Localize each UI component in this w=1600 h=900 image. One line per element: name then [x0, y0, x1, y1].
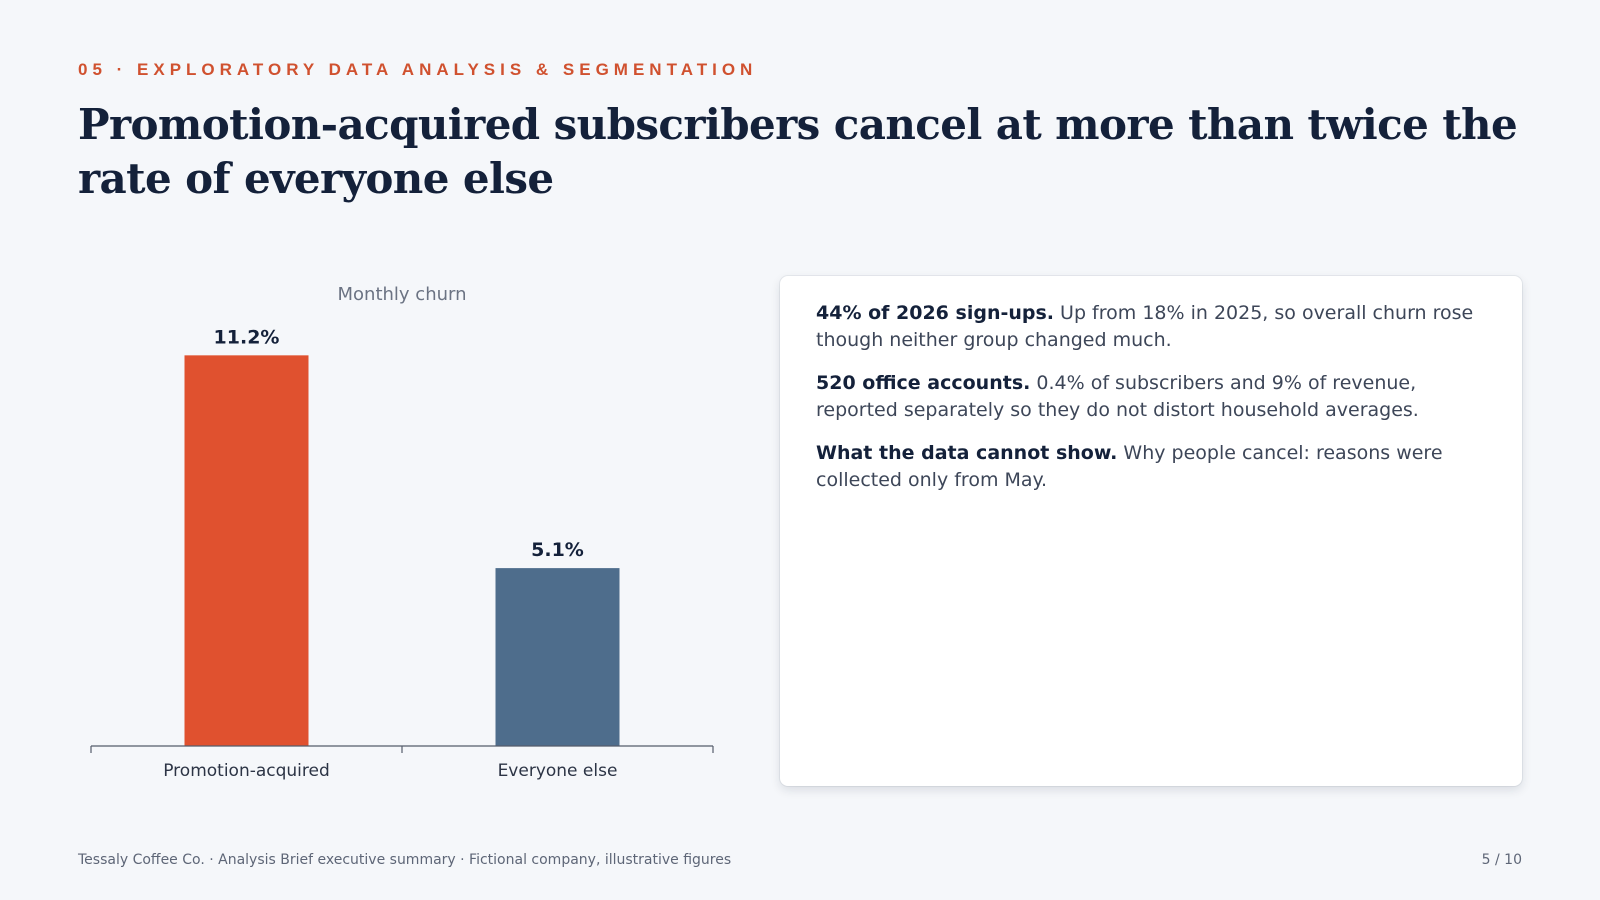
note-office-accounts-text: 0.4% of subscribers and 9% of revenue, r… [816, 372, 1419, 421]
tick-label-promotion-acquired: Promotion-acquired [163, 761, 330, 781]
note-data-limits-lead: What the data cannot show. [816, 442, 1118, 464]
chart-title: Monthly churn [338, 284, 467, 305]
tick-label-everyone-else: Everyone else [498, 761, 618, 781]
page-number: 5 / 10 [1481, 852, 1522, 868]
note-signups: 44% of 2026 sign-ups. Up from 18% in 202… [816, 300, 1486, 354]
note-office-accounts-lead: 520 office accounts. [816, 372, 1031, 394]
chart-svg: Monthly churn 11.2% Promotion-acquired 5.1%… [90, 284, 714, 781]
section-eyebrow: 05 · EXPLORATORY DATA ANALYSIS & SEGMENT… [78, 60, 758, 79]
bar-promotion-acquired [184, 355, 309, 746]
slide-headline: Promotion-acquired subscribers cancel at… [78, 100, 1518, 203]
note-signups-lead: 44% of 2026 sign-ups. [816, 302, 1055, 324]
notes-panel: 44% of 2026 sign-ups. Up from 18% in 202… [780, 276, 1522, 786]
bar-everyone-else [495, 568, 620, 746]
note-data-limits-text: Why people cancel: reasons were collecte… [816, 442, 1443, 491]
note-data-limits: What the data cannot show. Why people ca… [816, 440, 1486, 494]
churn-bar-chart: Monthly churn 11.2% Promotion-acquired 5.1%… [78, 280, 738, 800]
data-label-promotion-acquired: 11.2% [214, 326, 280, 348]
note-office-accounts: 520 office accounts. 0.4% of subscribers… [816, 370, 1486, 424]
data-label-everyone-else: 5.1% [531, 539, 584, 561]
footer-source: Tessaly Coffee Co. · Analysis Brief exec… [78, 852, 732, 868]
note-signups-text: Up from 18% in 2025, so overall churn ro… [816, 302, 1474, 351]
